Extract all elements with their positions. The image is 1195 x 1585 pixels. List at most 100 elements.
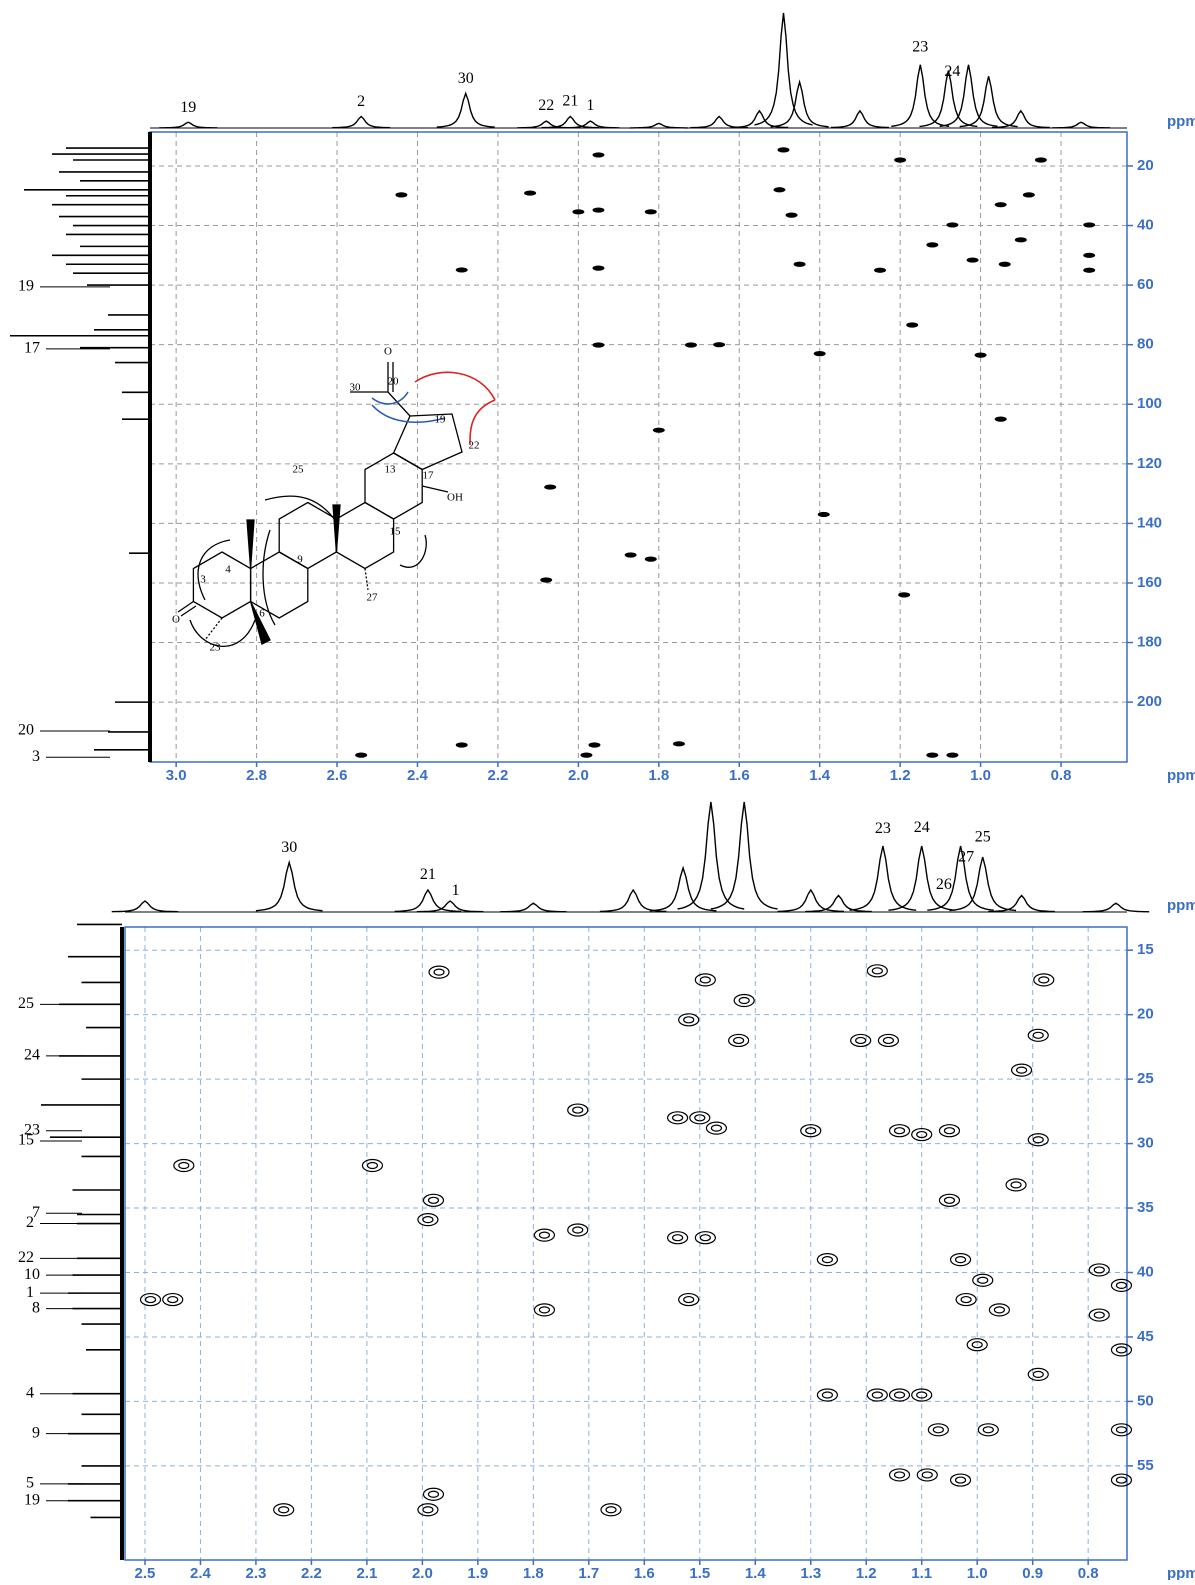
cross-peak	[1032, 1136, 1044, 1144]
side-label: 17	[24, 340, 40, 357]
x-tick-label: 1.2	[890, 767, 911, 784]
cross-peak	[684, 342, 697, 348]
side-label: 9	[32, 1424, 40, 1441]
cross-peak	[738, 996, 750, 1005]
x-tick-label: 1.8	[523, 1565, 544, 1580]
y-tick-label: 200	[1137, 693, 1162, 710]
cross-peak	[1005, 1178, 1027, 1192]
projection-peak	[111, 900, 179, 913]
cross-peak	[974, 352, 987, 358]
cross-peak	[1027, 1028, 1049, 1042]
cross-peak	[544, 484, 557, 490]
cross-peak	[278, 1506, 290, 1514]
cross-peak	[871, 967, 883, 975]
ring	[392, 413, 463, 471]
projection-peak	[255, 859, 323, 912]
atom-label: 6	[259, 608, 265, 620]
projection-peak	[777, 888, 845, 913]
cross-peak	[173, 1158, 195, 1173]
cross-peak	[893, 1127, 906, 1135]
cross-peak	[777, 147, 790, 153]
hash-bond	[204, 568, 369, 641]
cross-peak	[785, 212, 798, 218]
cross-peak	[816, 1253, 838, 1267]
cross-peak	[982, 1426, 994, 1434]
peak-label: 22	[538, 97, 554, 114]
cross-peak	[699, 1234, 711, 1242]
y-tick-label: 80	[1137, 336, 1154, 353]
cross-peak	[993, 1306, 1005, 1314]
cross-peak	[422, 1487, 445, 1501]
peak-label: 30	[458, 70, 474, 87]
projection-peak	[332, 115, 391, 129]
cross-peak	[417, 1503, 439, 1517]
cross-peak	[666, 1111, 689, 1125]
hmbc-arrow	[189, 495, 427, 648]
cross-peak	[1022, 192, 1035, 198]
cross-peak	[538, 1231, 551, 1239]
cross-peak	[938, 1124, 961, 1138]
ring	[335, 501, 395, 570]
y-tick-label: 40	[1137, 1263, 1154, 1280]
cross-peak	[395, 192, 408, 198]
cross-peak	[572, 209, 585, 215]
cross-peak	[427, 1196, 440, 1204]
y-tick-label: 55	[1137, 1457, 1154, 1474]
cross-peak	[678, 1292, 700, 1307]
cross-peak	[966, 1338, 988, 1352]
cross-peak	[866, 964, 888, 978]
atom-label: 30	[350, 382, 362, 394]
y-tick-label: 15	[1137, 941, 1154, 958]
cross-peak	[888, 1388, 911, 1402]
cross-peak	[273, 1503, 295, 1517]
cross-peak	[932, 1426, 944, 1434]
cross-peak	[893, 1391, 906, 1399]
cross-peak	[1014, 237, 1027, 243]
cross-peak	[588, 742, 601, 748]
projection-peak	[500, 902, 567, 913]
cross-peak	[1110, 1473, 1133, 1487]
cross-peak	[533, 1228, 556, 1242]
projection-peak	[436, 91, 495, 128]
x-tick-label: 2.2	[487, 767, 508, 784]
projection-peak	[891, 64, 950, 127]
y-tick-label: 100	[1137, 395, 1162, 412]
cross-peak	[894, 157, 907, 163]
projection-peak	[849, 845, 917, 911]
hmbc-arrow	[414, 371, 496, 446]
cross-peak	[433, 968, 445, 976]
cross-peak	[813, 351, 826, 357]
x-tick-label: 1.9	[467, 1565, 488, 1580]
cross-peak	[533, 1303, 556, 1317]
cross-peak	[994, 416, 1007, 422]
cross-peak	[652, 427, 665, 433]
peak-label: 21	[420, 866, 436, 883]
atom-label: 17	[423, 470, 435, 482]
cross-peak	[1093, 1266, 1105, 1274]
hmbc-arrow	[371, 391, 446, 424]
x-axis-label: ppm	[1167, 767, 1195, 784]
cross-peak	[572, 1226, 584, 1234]
cross-peak	[455, 742, 468, 748]
structure: 30 20 19 22 17 OH 13 25 9 15 27 3 4 23 6 O O	[172, 346, 496, 654]
cross-peak	[592, 342, 605, 348]
cross-peak	[624, 552, 637, 558]
projection-peak	[988, 894, 1055, 913]
atom-label: OH	[447, 492, 463, 504]
cross-peak	[524, 190, 537, 196]
cross-peak	[713, 342, 726, 348]
x-tick-label: 1.6	[729, 767, 750, 784]
projection-peak	[649, 865, 717, 912]
atom-label: 19	[435, 414, 447, 426]
cross-peak	[817, 511, 830, 518]
cross-peak	[733, 1036, 745, 1045]
cross-peak	[600, 1503, 622, 1517]
cross-peak	[689, 1111, 711, 1125]
cross-peak	[672, 741, 685, 747]
cross-peak	[1115, 1426, 1128, 1434]
cross-peak	[694, 1114, 706, 1122]
x-tick-label: 2.5	[135, 1565, 156, 1580]
cross-peak	[1110, 1343, 1133, 1357]
projection-peak	[830, 109, 889, 129]
